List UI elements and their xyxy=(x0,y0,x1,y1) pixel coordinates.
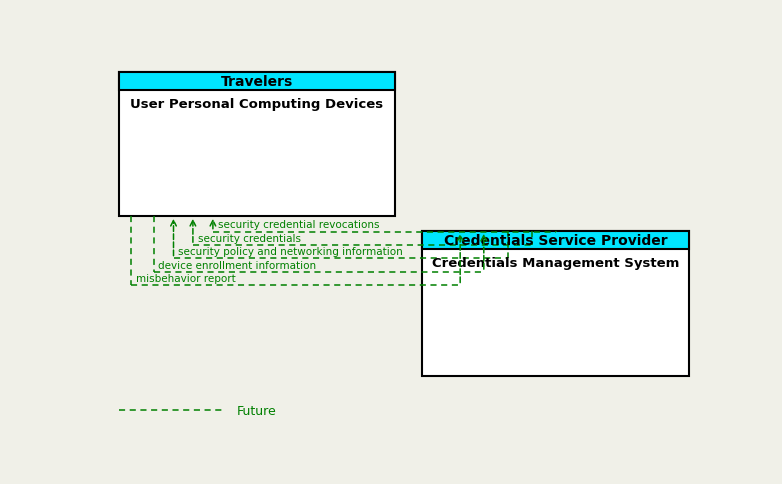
Text: Credentials Service Provider: Credentials Service Provider xyxy=(443,233,667,247)
Text: User Personal Computing Devices: User Personal Computing Devices xyxy=(131,98,383,110)
Text: security credential revocations: security credential revocations xyxy=(217,220,379,230)
Bar xyxy=(422,231,689,249)
Bar xyxy=(119,73,395,216)
Text: misbehavior report: misbehavior report xyxy=(136,273,235,284)
Text: security credentials: security credentials xyxy=(198,233,301,243)
Bar xyxy=(422,231,689,377)
Text: security policy and networking information: security policy and networking informati… xyxy=(178,247,403,257)
Text: device enrollment information: device enrollment information xyxy=(159,260,317,270)
Bar xyxy=(119,73,395,91)
Text: Travelers: Travelers xyxy=(221,75,293,89)
Text: Future: Future xyxy=(237,404,277,417)
Text: Credentials Management System: Credentials Management System xyxy=(432,256,679,269)
